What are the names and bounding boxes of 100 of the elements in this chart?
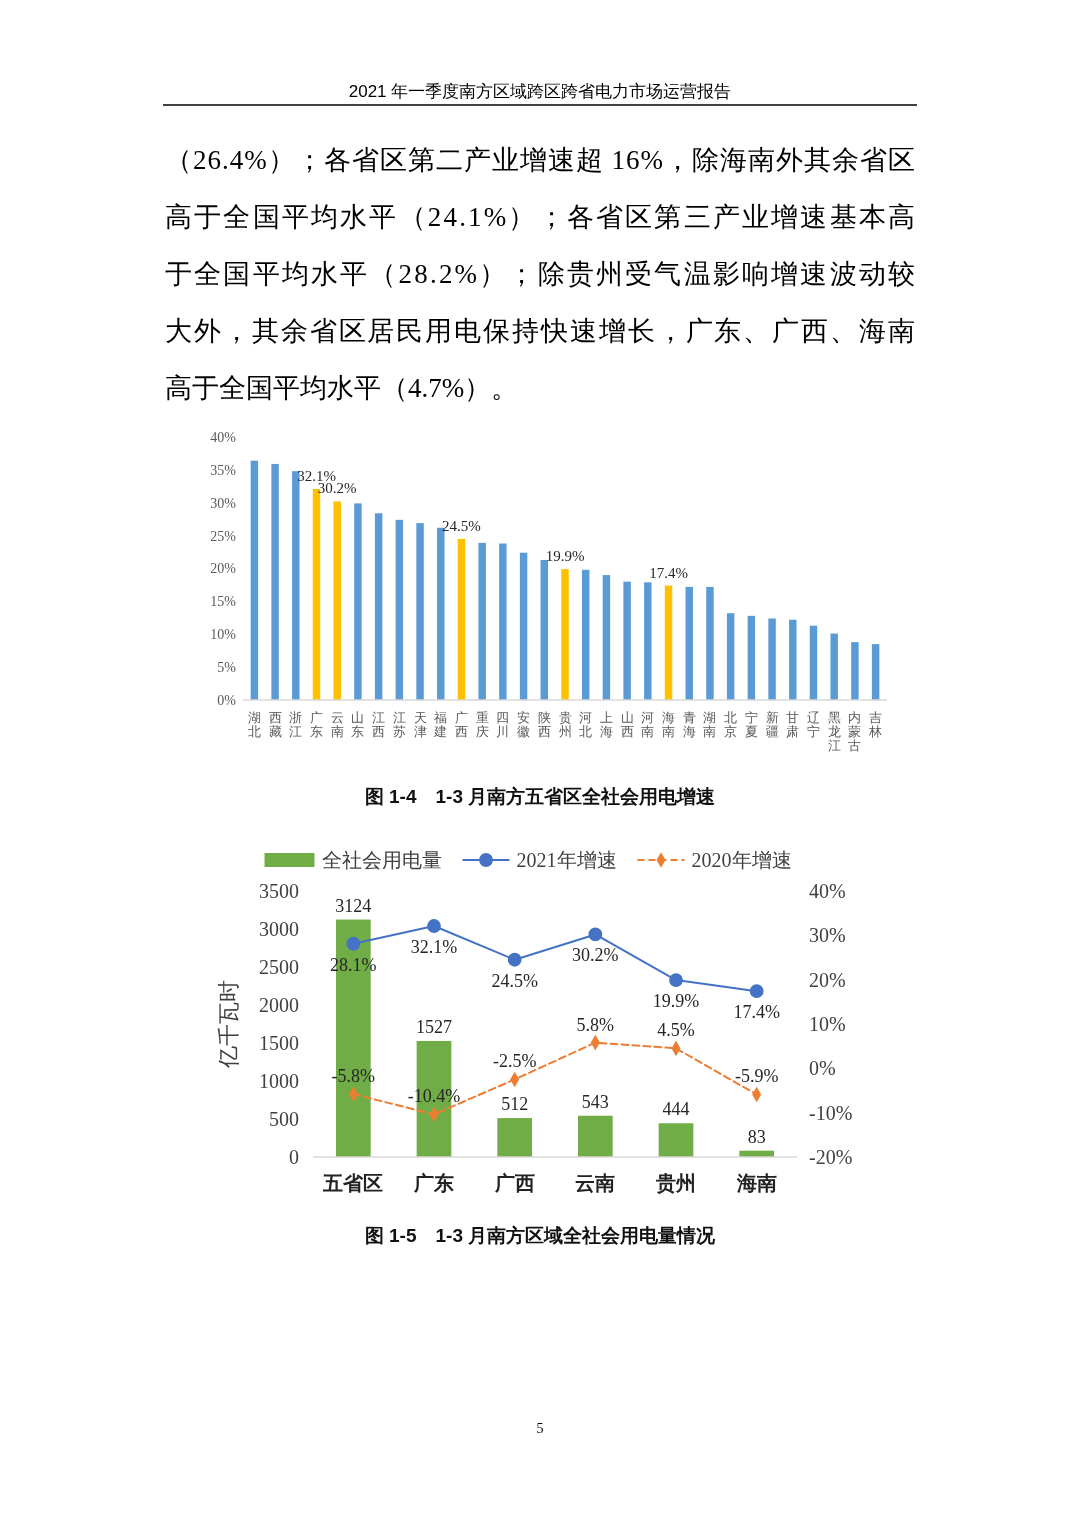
text: 高于全国平均水平（4.7%）。 xyxy=(165,373,519,403)
bar xyxy=(478,542,486,700)
legend-label: 2021年增速 xyxy=(516,849,617,871)
x-tick-label: 贵州 xyxy=(655,1172,696,1194)
x-tick-label: 陕西 xyxy=(537,710,551,739)
bar xyxy=(851,642,859,700)
y2-tick-label: 10% xyxy=(809,1013,846,1035)
x-tick-label: 五省区 xyxy=(322,1172,384,1194)
data-label: 30.2% xyxy=(317,480,357,497)
bar xyxy=(374,513,383,700)
x-tick-label: 广西 xyxy=(454,710,468,739)
y-tick-label: 10% xyxy=(210,627,237,643)
bar xyxy=(519,552,528,700)
y-tick-label: 5% xyxy=(217,660,237,676)
bar xyxy=(644,582,652,700)
y2-tick-label: 40% xyxy=(809,880,846,902)
y-tick-label: 25% xyxy=(210,528,237,544)
x-tick-label: 湖南 xyxy=(703,710,717,739)
y-tick-label: 15% xyxy=(210,594,237,610)
x-tick-label: 云南 xyxy=(575,1172,616,1194)
point xyxy=(507,952,522,967)
bar xyxy=(354,503,362,700)
data-label: 543 xyxy=(581,1091,609,1112)
x-tick-label: 北京 xyxy=(724,710,738,739)
text: 2021 年一季度南方区域跨区跨省电力市场运营报告 xyxy=(348,82,732,101)
x-tick-label: 辽宁 xyxy=(806,710,820,739)
bar xyxy=(768,618,776,700)
y2-tick-label: 0% xyxy=(809,1057,836,1080)
text: 5 xyxy=(536,1421,544,1436)
point xyxy=(669,973,683,988)
bar xyxy=(581,569,590,700)
x-tick-label: 山西 xyxy=(620,710,634,739)
bar xyxy=(830,633,838,700)
x-tick-label: 黑龙江 xyxy=(827,710,841,753)
data-label: 4.5% xyxy=(657,1020,695,1041)
x-tick-label: 山东 xyxy=(351,710,365,739)
data-label: 19.9% xyxy=(545,548,585,565)
data-label: 5.8% xyxy=(576,1014,615,1035)
text: 图 1-4 1-3 月南方五省区全社会用电增速 xyxy=(364,786,716,807)
x-tick-label: 甘肃 xyxy=(786,710,800,739)
bar xyxy=(499,543,507,700)
bar xyxy=(685,586,693,700)
x-tick-label: 西藏 xyxy=(268,710,282,739)
x-tick-label: 青海 xyxy=(682,710,696,739)
x-tick-label: 广西 xyxy=(493,1172,535,1194)
bar xyxy=(602,575,611,700)
bar xyxy=(789,619,797,700)
x-tick-label: 新疆 xyxy=(765,710,779,739)
x-tick-label: 上海 xyxy=(599,710,613,739)
y-tick-label: 500 xyxy=(269,1108,299,1130)
x-tick-label: 宁夏 xyxy=(744,710,758,739)
bar xyxy=(726,613,735,700)
y-tick-label: 2000 xyxy=(259,994,299,1016)
text: 大外，其余省区居民用电保持快速增长，广东、广西、海南 xyxy=(165,316,915,346)
x-tick-label: 重庆 xyxy=(475,710,489,739)
bar xyxy=(747,615,756,700)
x-tick-label: 河南 xyxy=(641,710,655,739)
bar xyxy=(333,501,341,700)
y-tick-label: 20% xyxy=(210,561,237,577)
data-label: 1527 xyxy=(416,1016,452,1037)
y2-tick-label: -20% xyxy=(809,1146,853,1168)
bar xyxy=(457,538,466,700)
point xyxy=(588,927,603,942)
x-tick-label: 吉林 xyxy=(868,710,883,739)
y-tick-label: 0 xyxy=(289,1146,299,1168)
legend-label: 全社会用电量 xyxy=(321,849,442,871)
y-tick-label: 40% xyxy=(210,429,237,445)
x-tick-label: 江苏 xyxy=(392,710,406,739)
data-label: -5.9% xyxy=(734,1066,779,1087)
text: （26.4%）；各省区第二产业增速超 16%，除海南外其余省区 xyxy=(165,145,915,175)
bar xyxy=(395,519,404,700)
y-tick-label: 35% xyxy=(210,462,237,478)
x-tick-label: 云南 xyxy=(330,710,344,739)
x-tick-label: 湖北 xyxy=(247,710,261,739)
bar xyxy=(497,1118,533,1157)
y2-tick-label: 30% xyxy=(809,924,846,947)
text: 于全国平均水平（28.2%）；除贵州受气温影响增速波动较 xyxy=(165,259,915,289)
data-label: 17.4% xyxy=(733,1002,780,1023)
text: 高于全国平均水平（24.1%）；各省区第三产业增速基本高 xyxy=(165,202,915,232)
data-label: 24.5% xyxy=(491,970,538,991)
data-label: -2.5% xyxy=(492,1051,537,1072)
x-tick-label: 四川 xyxy=(496,710,510,739)
data-label: 83 xyxy=(747,1126,766,1147)
x-tick-label: 广东 xyxy=(413,1172,454,1194)
x-tick-label: 安徽 xyxy=(517,710,531,739)
y2-tick-label: -10% xyxy=(809,1101,853,1124)
x-tick-label: 海南 xyxy=(735,1172,777,1194)
x-tick-label: 海南 xyxy=(662,710,676,739)
bar xyxy=(540,559,549,700)
y-tick-label: 2500 xyxy=(259,956,299,978)
data-label: 19.9% xyxy=(652,991,700,1012)
bar xyxy=(871,644,880,700)
x-tick-label: 河北 xyxy=(579,710,593,739)
bar xyxy=(292,471,300,700)
bar xyxy=(271,463,279,700)
y-tick-label: 3000 xyxy=(259,918,299,940)
data-label: 17.4% xyxy=(649,564,688,581)
x-tick-label: 福建 xyxy=(433,710,448,739)
x-tick-label: 浙江 xyxy=(289,710,303,739)
text: 图 1-5 1-3 月南方区域全社会用电量情况 xyxy=(364,1225,717,1246)
